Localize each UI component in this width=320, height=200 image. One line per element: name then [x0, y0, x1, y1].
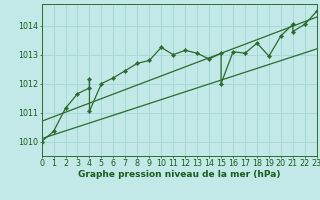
X-axis label: Graphe pression niveau de la mer (hPa): Graphe pression niveau de la mer (hPa): [78, 170, 280, 179]
